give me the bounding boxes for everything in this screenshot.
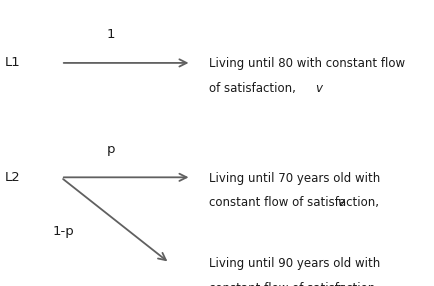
Text: L2: L2: [4, 171, 20, 184]
Text: constant flow of satisfaction,: constant flow of satisfaction,: [208, 282, 381, 286]
Text: 1: 1: [106, 29, 115, 41]
Text: Living until 80 with constant flow: Living until 80 with constant flow: [208, 57, 404, 70]
Text: v: v: [336, 282, 343, 286]
Text: 1-p: 1-p: [52, 225, 74, 237]
Text: p: p: [106, 143, 115, 156]
Text: constant flow of satisfaction,: constant flow of satisfaction,: [208, 196, 381, 209]
Text: L1: L1: [4, 56, 20, 69]
Text: of satisfaction,: of satisfaction,: [208, 82, 299, 94]
Text: Living until 90 years old with: Living until 90 years old with: [208, 257, 379, 270]
Text: Living until 70 years old with: Living until 70 years old with: [208, 172, 379, 184]
Text: v: v: [336, 196, 343, 209]
Text: v: v: [315, 82, 322, 94]
